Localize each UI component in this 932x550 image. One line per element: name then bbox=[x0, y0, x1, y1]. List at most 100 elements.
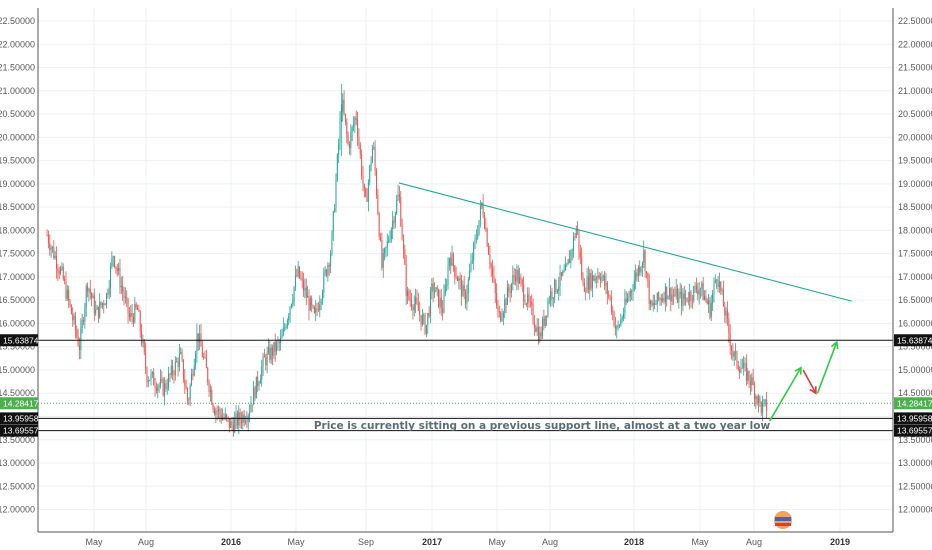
candle-body bbox=[290, 304, 292, 308]
date-label: Sep bbox=[358, 537, 374, 547]
candle-body bbox=[69, 300, 71, 306]
price-tick-right: 18.50000 bbox=[898, 202, 932, 212]
candle-body bbox=[610, 297, 612, 312]
candle-body bbox=[523, 284, 525, 301]
candle-body bbox=[224, 414, 226, 419]
candle-body bbox=[65, 280, 67, 299]
candle-body bbox=[469, 271, 471, 280]
candle-body bbox=[617, 325, 619, 327]
candle-body bbox=[239, 412, 241, 420]
candle-body bbox=[334, 208, 336, 212]
candle-body bbox=[76, 329, 78, 337]
candle-body bbox=[203, 356, 205, 358]
candle-body bbox=[471, 260, 473, 262]
candle-body bbox=[273, 341, 275, 356]
candle-body bbox=[134, 303, 136, 323]
candle-body bbox=[647, 272, 649, 281]
candle-body bbox=[62, 266, 64, 280]
candle-body bbox=[702, 283, 704, 301]
candle-body bbox=[428, 313, 430, 316]
candle-body bbox=[556, 290, 558, 292]
candle-body bbox=[213, 409, 215, 415]
candle-body bbox=[70, 305, 72, 315]
candle-body bbox=[456, 277, 458, 281]
candle-body bbox=[307, 295, 309, 298]
price-tick-left: 16.00000 bbox=[0, 318, 35, 328]
projection-arrowhead bbox=[809, 386, 817, 395]
price-badge-left bbox=[0, 424, 38, 437]
candle-body bbox=[348, 144, 350, 149]
candle-body bbox=[150, 373, 152, 381]
candle-body bbox=[114, 256, 116, 267]
candle-body bbox=[49, 243, 51, 250]
price-badge-left bbox=[0, 412, 38, 425]
candle-body bbox=[485, 228, 487, 229]
candle-body bbox=[123, 291, 125, 298]
candle-body bbox=[755, 396, 757, 400]
candle-body bbox=[321, 292, 323, 301]
candle-body bbox=[421, 315, 423, 325]
candle-body bbox=[463, 285, 465, 292]
candle-body bbox=[143, 340, 145, 352]
candle-body bbox=[737, 365, 739, 369]
candle-body bbox=[596, 278, 598, 280]
candle-body bbox=[708, 300, 710, 304]
candle-body bbox=[478, 220, 480, 235]
candle-body bbox=[721, 289, 723, 291]
candle-body bbox=[436, 287, 438, 289]
candle-body bbox=[663, 298, 665, 303]
candle-body bbox=[96, 306, 98, 310]
candle-body bbox=[766, 399, 768, 412]
price-tick-left: 22.00000 bbox=[0, 39, 35, 49]
date-label: 2016 bbox=[221, 537, 241, 547]
candle-body bbox=[612, 311, 614, 313]
candle-body bbox=[263, 355, 265, 358]
candle-body bbox=[539, 332, 541, 342]
candle-body bbox=[178, 353, 180, 367]
candle-body bbox=[66, 289, 68, 299]
candle-body bbox=[215, 410, 217, 415]
candle-body bbox=[490, 264, 492, 268]
candle-body bbox=[498, 310, 500, 313]
candle-body bbox=[609, 295, 611, 298]
candle-body bbox=[95, 309, 97, 314]
candle-body bbox=[118, 268, 120, 271]
candle-body bbox=[132, 316, 134, 323]
candle-body bbox=[753, 384, 755, 400]
candle-body bbox=[274, 341, 276, 352]
candle-body bbox=[475, 237, 477, 239]
candle-body bbox=[100, 301, 102, 306]
candle-body bbox=[116, 268, 118, 271]
candle-body bbox=[442, 308, 444, 313]
candle-body bbox=[458, 278, 460, 281]
candle-body bbox=[559, 272, 561, 287]
candle-body bbox=[548, 300, 550, 302]
candle-body bbox=[87, 286, 89, 292]
price-tick-left: 21.00000 bbox=[0, 86, 35, 96]
candle-body bbox=[362, 175, 364, 184]
candle-body bbox=[651, 301, 653, 306]
candle-body bbox=[158, 384, 160, 387]
candle-body bbox=[235, 413, 237, 420]
candle-body bbox=[311, 298, 313, 306]
candle-body bbox=[533, 322, 535, 328]
candle-body bbox=[319, 303, 321, 311]
candle-body bbox=[590, 273, 592, 289]
candle-body bbox=[594, 278, 596, 281]
candle-body bbox=[685, 297, 687, 299]
candle-body bbox=[201, 346, 203, 357]
date-label: May bbox=[488, 537, 506, 547]
candle-body bbox=[461, 280, 463, 297]
candle-body bbox=[232, 425, 234, 433]
candle-body bbox=[562, 271, 564, 276]
candle-body bbox=[107, 293, 109, 295]
candle-body bbox=[435, 287, 437, 292]
candle-body bbox=[567, 259, 569, 265]
candle-body bbox=[339, 119, 341, 143]
candle-body bbox=[763, 400, 765, 403]
candle-body bbox=[186, 388, 188, 400]
candle-body bbox=[313, 306, 315, 313]
candle-body bbox=[528, 294, 530, 302]
price-tick-left: 22.50000 bbox=[0, 16, 35, 26]
